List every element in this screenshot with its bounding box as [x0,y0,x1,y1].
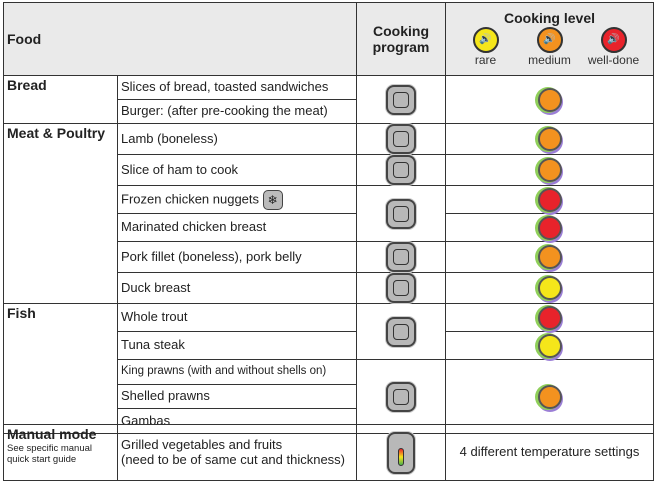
rare-level-icon [537,333,562,358]
item: Lamb (boneless) [117,123,357,155]
pork-program-icon [386,242,416,272]
header-level-title: Cooking level [503,10,596,27]
level-medium: medium [528,52,571,67]
medium-level-icon [537,87,562,112]
level-rare: rare [474,52,497,67]
poultry-program-icon [386,198,416,229]
category-fish: Fish [3,303,118,434]
snowflake-icon: ❄ [262,189,283,210]
well-done-level-icon [537,305,562,330]
rare-sound-icon: 🔊 [472,26,499,53]
item: Whole trout [117,303,357,332]
medium-level-icon [537,127,562,151]
well-done-sound-icon: 🔊 [600,26,627,53]
item: Tuna steak [117,331,357,360]
item: Burger: (after pre-cooking the meat) [117,99,357,124]
manual-mode-table: Manual mode See specific manual quick st… [3,424,654,481]
item: Frozen chicken nuggets ❄ [117,185,357,214]
bread-program-icon [386,84,416,115]
item: Duck breast [117,272,357,304]
fish-program-icon [386,316,416,347]
manual-level: 4 different temperature settings [445,424,654,481]
item: Slices of bread, toasted sandwiches [117,75,357,100]
medium-level-icon [537,158,562,182]
category-bread: Bread [3,75,118,124]
seafood-program-icon [386,381,416,412]
poultry-program-icon [386,273,416,303]
manual-note: See specific manual quick start guide [7,443,93,466]
well-done-level-icon [537,215,562,240]
item: Shelled prawns [117,384,357,409]
header-program: Cooking program [356,2,446,76]
medium-level-icon [537,384,562,409]
well-done-level-icon [537,187,562,212]
cooking-table: Food Cooking program Cooking level 🔊 🔊 🔊 r… [3,2,654,434]
item: Marinated chicken breast [117,213,357,242]
level-well-done: well-done [587,52,640,67]
medium-level-icon [537,245,562,269]
header-level: Cooking level 🔊 🔊 🔊 rare medium well-done [445,2,654,76]
medium-sound-icon: 🔊 [536,26,563,53]
ham-program-icon [386,155,416,185]
category-meat: Meat & Poultry [3,123,118,304]
item: Slice of ham to cook [117,154,357,186]
item: Pork fillet (boneless), pork belly [117,241,357,273]
header-food: Food [3,2,357,76]
item: King prawns (with and without shells on) [117,359,357,385]
item: Grilled vegetables and fruits (need to be… [117,424,357,481]
rare-level-icon [537,276,562,300]
category-manual: Manual mode [7,426,97,442]
burger-program-icon [386,124,416,154]
temp-control-icon [387,431,415,474]
